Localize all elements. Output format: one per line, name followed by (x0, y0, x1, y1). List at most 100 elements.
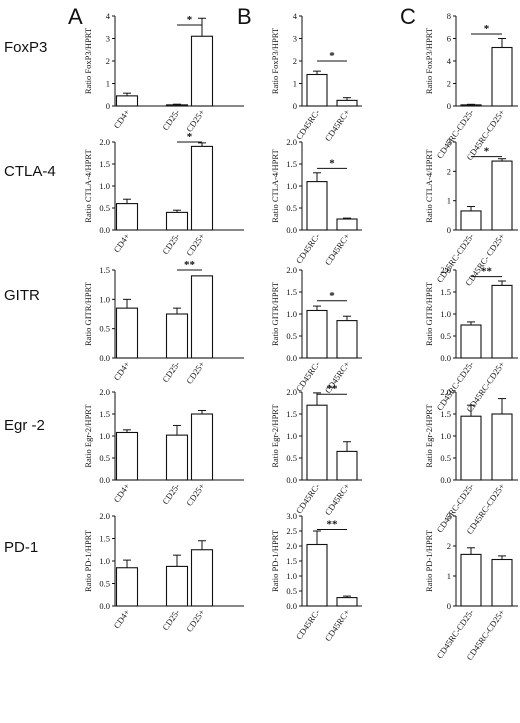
significance-label: ** (327, 519, 339, 531)
y-tick-label: 0.5 (99, 324, 110, 334)
bar-2 (336, 450, 358, 481)
category-label-3: CD25+ (184, 607, 207, 633)
category-label-1: CD4+ (111, 107, 131, 130)
y-tick-label: 1 (293, 79, 297, 89)
bar-1 (115, 95, 139, 107)
y-tick-label: 6 (447, 34, 451, 44)
category-label-2: CD45RC+ (323, 607, 352, 643)
y-tick-label: 0.0 (99, 475, 110, 485)
bar-2 (165, 565, 189, 607)
category-label-2: CD45RC+ (323, 107, 352, 143)
column-letter-C: C (400, 4, 416, 29)
y-tick-label: 0.0 (440, 353, 451, 363)
bar-1 (460, 210, 482, 231)
significance-label: * (329, 50, 335, 62)
bar-1 (460, 104, 482, 107)
y-tick-label: 1.0 (440, 431, 451, 441)
y-tick-label: 1.5 (286, 409, 297, 419)
category-label-1: CD45RC- (294, 481, 322, 515)
y-tick-label: 2.5 (286, 526, 297, 536)
y-tick-label: 0.0 (99, 601, 110, 611)
category-label-1: CD4+ (111, 359, 131, 382)
y-tick-label: 3 (447, 137, 451, 147)
y-tick-label: 0.5 (99, 579, 110, 589)
y-axis-label: Ratio PD-1/HPRT (83, 529, 93, 592)
y-tick-label: 0.0 (99, 353, 110, 363)
bar-2 (165, 211, 189, 231)
y-tick-label: 2.0 (286, 265, 297, 275)
category-label-2: CD25- (160, 107, 182, 132)
y-tick-label: 2 (106, 56, 110, 66)
significance-label: ** (184, 259, 196, 271)
bar-2 (336, 597, 358, 607)
bar-1 (460, 324, 482, 359)
bar-1 (306, 543, 328, 607)
category-label-2: CD25- (160, 607, 182, 632)
bar-1 (115, 307, 139, 359)
y-tick-label: 1.0 (286, 431, 297, 441)
category-label-3: CD25+ (184, 481, 207, 507)
y-axis-label: Ratio GITR/HPRT (270, 281, 280, 346)
y-axis-label: Ratio CTLA-4/HPRT (270, 149, 280, 223)
category-label-1: CD45RC- (294, 359, 322, 393)
row-label-1: FoxP3 (4, 39, 47, 56)
bar-3 (190, 549, 214, 607)
y-tick-label: 0 (447, 601, 451, 611)
significance-label: * (187, 131, 193, 143)
significance-label: * (329, 157, 335, 169)
y-axis-label: Ratio CTLA-4/HPRT (83, 149, 93, 223)
y-tick-label: 4 (106, 11, 111, 21)
bar-2 (491, 284, 513, 359)
y-tick-label: 3 (106, 34, 110, 44)
y-axis-label: Ratio GITR/HPRT (424, 281, 434, 346)
y-tick-label: 2.0 (286, 541, 297, 551)
category-label-1: CD45RC- (294, 107, 322, 141)
bar-3 (190, 35, 214, 107)
y-tick-label: 0.5 (440, 453, 451, 463)
y-tick-label: 1.5 (286, 159, 297, 169)
category-label-2: CD25- (160, 231, 182, 256)
y-axis-label: Ratio FoxP3/HPRT (83, 27, 93, 94)
panel-egr2-a: 0.0 0.5 1.0 1.5 2.0 Ratio Egr-2/HPRT CD4+ CD25-… (83, 387, 244, 508)
panel-pd1-b: 0.0 0.5 1.0 1.5 2.0 2.5 3.0 Ratio PD-1/HPRT CD45… (270, 511, 362, 643)
y-tick-label: 3.0 (286, 511, 297, 521)
y-tick-label: 0.0 (286, 475, 297, 485)
y-tick-label: 2.0 (286, 137, 297, 147)
y-tick-label: 4 (447, 56, 452, 66)
y-tick-label: 0 (447, 225, 451, 235)
bar-1 (306, 404, 328, 481)
y-tick-label: 1.0 (99, 556, 110, 566)
significance-label: ** (481, 266, 493, 278)
bar-2 (165, 104, 189, 107)
bar-1 (115, 567, 139, 607)
category-label-1: CD4+ (111, 231, 131, 254)
y-tick-label: 0 (447, 101, 451, 111)
bar-1 (306, 181, 328, 231)
bar-2 (491, 558, 513, 607)
bar-1 (306, 309, 328, 359)
bar-1 (460, 415, 482, 481)
bar-2 (165, 434, 189, 481)
y-tick-label: 1.0 (286, 181, 297, 191)
y-tick-label: 1.5 (286, 287, 297, 297)
category-label-2: CD45RC+ (323, 231, 352, 267)
significance-label: * (484, 146, 490, 158)
category-label-1: CD45RC- (294, 607, 322, 641)
y-tick-label: 1.5 (99, 534, 110, 544)
bar-2 (336, 99, 358, 107)
y-tick-label: 0 (106, 101, 110, 111)
y-tick-label: 2.0 (99, 387, 110, 397)
category-label-2: CD25- (160, 481, 182, 506)
y-tick-label: 2.0 (286, 387, 297, 397)
y-tick-label: 1.5 (99, 159, 110, 169)
y-tick-label: 1.0 (99, 431, 110, 441)
y-tick-label: 0.0 (286, 353, 297, 363)
y-tick-label: 2 (447, 166, 451, 176)
panel-ctla4-a: 0.0 0.5 1.0 1.5 2.0 Ratio CTLA-4/HPRT CD4+ CD25… (83, 131, 244, 258)
bar-2 (336, 218, 358, 231)
category-label-2: CD25- (160, 359, 182, 384)
